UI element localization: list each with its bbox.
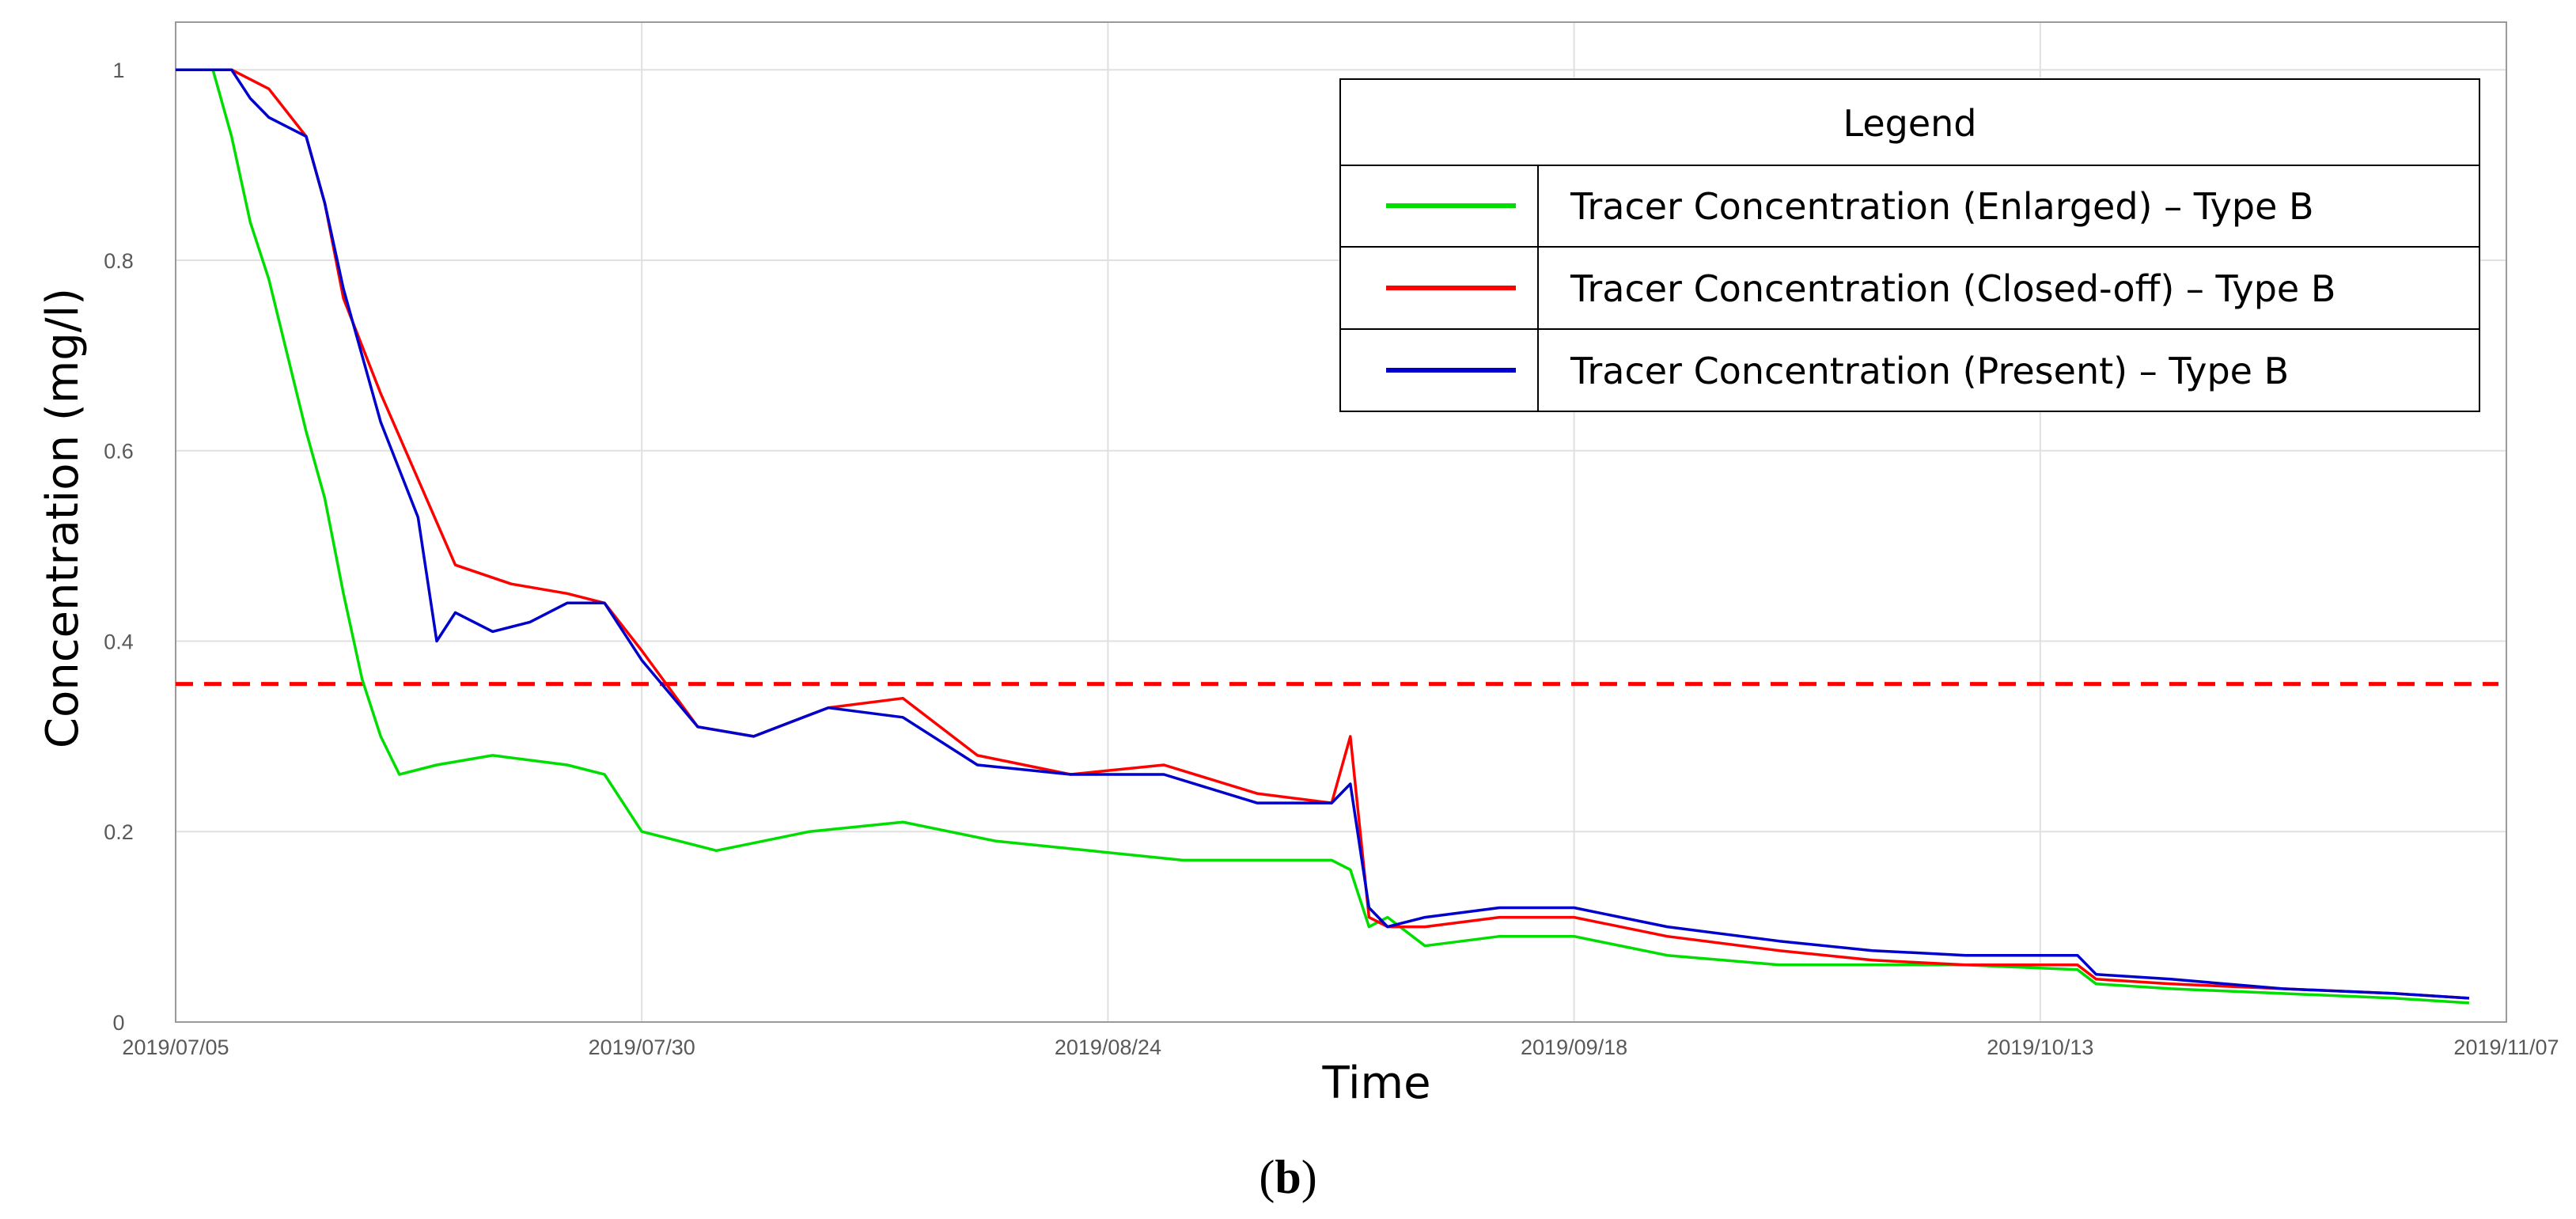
y-tick-label: 0.2 (104, 820, 134, 844)
legend-label-enlarged: Tracer Concentration (Enlarged) – Type B (1570, 185, 2314, 228)
x-tick-label: 2019/10/13 (1987, 1035, 2093, 1059)
y-tick-label: 0 (112, 1011, 124, 1035)
x-tick-label: 2019/08/24 (1055, 1035, 1161, 1059)
plot-area-frame (175, 21, 2507, 1023)
y-tick-label: 1 (112, 59, 124, 82)
y-tick-label: 0.8 (104, 249, 134, 273)
y-axis-title: Concentration (mg/l) (37, 288, 89, 748)
legend: Legend Tracer Concentration (Enlarged) –… (1339, 78, 2480, 412)
x-tick-label: 2019/07/05 (122, 1035, 229, 1059)
legend-box (1339, 78, 2480, 412)
panel-label-open-paren: ( (1259, 1151, 1275, 1203)
legend-label-present: Tracer Concentration (Present) – Type B (1570, 350, 2289, 392)
x-tick-label: 2019/11/07 (2453, 1035, 2559, 1059)
series-layer (176, 68, 2470, 1005)
series-line-present (176, 68, 2470, 1000)
x-axis-ticks: 2019/07/05 2019/07/30 2019/08/24 2019/09/18… (122, 1035, 2559, 1059)
y-axis-ticks: 0 0.2 0.4 0.6 0.8 1 (104, 59, 134, 1035)
panel-label-close-paren: ) (1301, 1151, 1317, 1203)
x-axis-title: Time (1321, 1058, 1430, 1109)
panel-label-letter: b (1275, 1151, 1301, 1203)
x-tick-label: 2019/09/18 (1521, 1035, 1627, 1059)
y-tick-label: 0.4 (104, 630, 134, 653)
series-line-enlarged (176, 68, 2470, 1005)
grid (175, 22, 2507, 1023)
x-tick-label: 2019/07/30 (589, 1035, 695, 1059)
panel-label: (b) (1259, 1151, 1316, 1203)
svg-text:(b): (b) (1259, 1151, 1316, 1203)
series-line-closed-off (176, 68, 2470, 1000)
legend-title: Legend (1843, 102, 1977, 145)
legend-label-closed-off: Tracer Concentration (Closed-off) – Type… (1570, 267, 2335, 310)
y-tick-label: 0.6 (104, 440, 134, 464)
